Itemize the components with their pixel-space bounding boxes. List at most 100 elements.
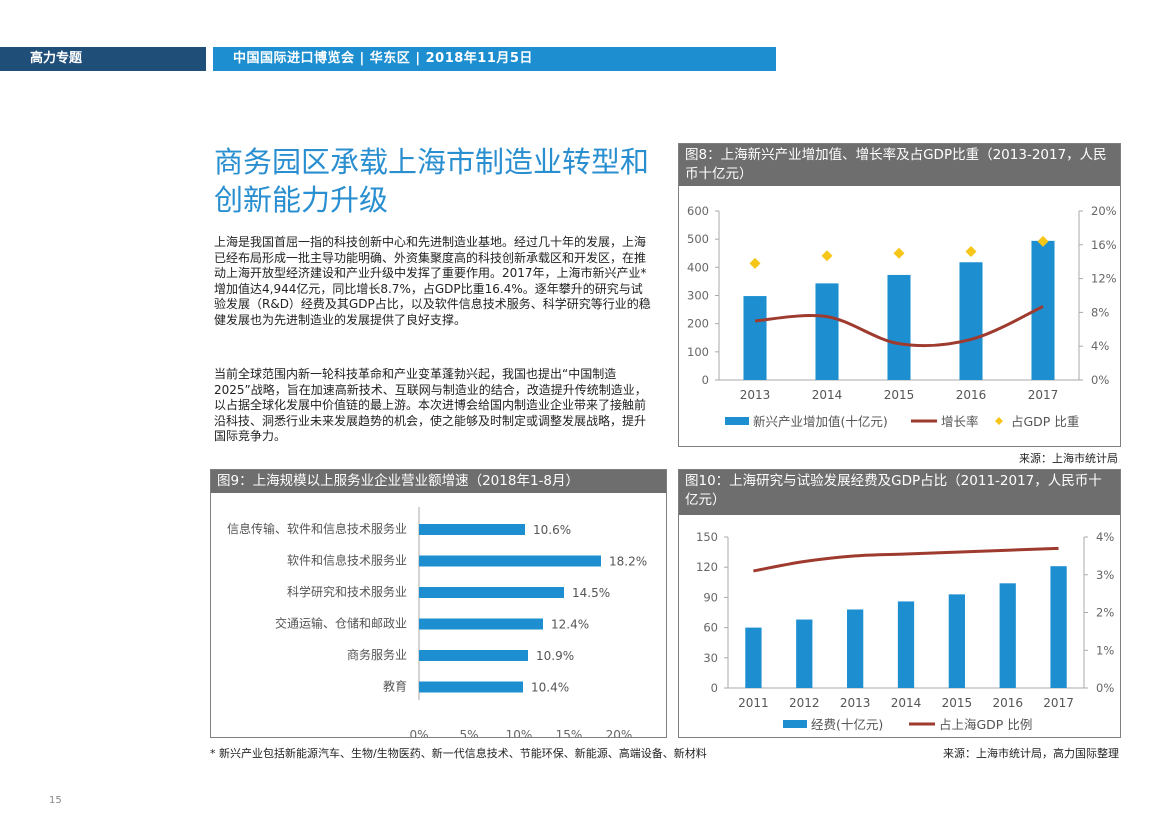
fig8-xtick-label: 2016: [956, 388, 987, 402]
fig9-xtick-label: 0%: [409, 728, 428, 737]
fig10-xtick-label: 2011: [738, 696, 769, 710]
fig9-value-label: 14.5%: [572, 586, 610, 600]
fig8-bar: [887, 274, 911, 380]
fig10-line-series: [753, 546, 1059, 573]
fig9-xtick-label: 15%: [556, 728, 583, 737]
fig9-value-label: 12.4%: [551, 618, 589, 632]
fig8-legend-label: 增长率: [941, 414, 979, 429]
fig9-xtick-label: 10%: [506, 728, 533, 737]
fig10-y2tick-label: 4%: [1096, 530, 1114, 544]
fig8-point: [821, 250, 833, 262]
fig10-bar: [847, 609, 864, 688]
fig8-legend-label: 新兴产业增加值(十亿元): [753, 414, 888, 429]
fig9-chart: 信息传输、软件和信息技术服务业 10.6% 软件和信息技术服务业 18.2% 科学研究和…: [227, 507, 647, 742]
fig8-ytick-label: 500: [687, 232, 709, 246]
fig8-xtick-label: 2017: [1028, 388, 1059, 402]
fig8-point: [893, 247, 905, 259]
fig10-y2tick-label: 1%: [1096, 643, 1114, 657]
fig10-y2tick-label: 2%: [1096, 606, 1114, 620]
fig9-bar: [419, 587, 564, 598]
fig8-legend-label: 占GDP 比重: [1011, 414, 1079, 429]
fig9-category-label: 信息传输、软件和信息技术服务业: [227, 521, 407, 536]
page-number: 15: [49, 795, 62, 806]
fig8-xtick-label: 2013: [740, 388, 771, 402]
fig8-ytick-label: 200: [687, 317, 709, 331]
fig10-bar: [948, 594, 965, 688]
fig10-xtick-label: 2017: [1043, 696, 1074, 710]
fig10-ytick-label: 120: [696, 560, 718, 574]
section-header: 高力专题: [0, 47, 206, 71]
fig8-panel: 图8：上海新兴产业增加值、增长率及占GDP比重（2013-2017，人民币十亿元…: [678, 143, 1121, 447]
fig10-legend-label: 占上海GDP 比例: [939, 717, 1032, 732]
fig8-y2tick-label: 4%: [1091, 339, 1109, 353]
fig8-chart: 0 100 200 300 400 500 600 0% 4% 8% 12% 16% 20% 2013 20…: [687, 204, 1117, 429]
fig8-y2tick-label: 12%: [1091, 272, 1117, 286]
fig9-category-label: 教育: [383, 679, 407, 694]
fig9-bar: [419, 555, 601, 567]
fig8-ytick-label: 300: [687, 289, 709, 303]
fig8-y2tick-label: 16%: [1091, 238, 1117, 252]
fig10-ytick-label: 150: [696, 530, 718, 544]
fig8-point: [965, 246, 977, 258]
fig8-ytick-label: 400: [687, 260, 709, 274]
fig8-point: [749, 257, 761, 269]
page-title: 商务园区承载上海市制造业转型和创新能力升级: [214, 145, 650, 217]
fig8-bar: [1031, 240, 1055, 380]
fig9-category-label: 商务服务业: [347, 647, 407, 662]
paragraph-2: 当前全球范围内新一轮科技革命和产业变革蓬勃兴起，我国也提出“中国制造2025”战…: [214, 367, 647, 443]
fig8-bar: [743, 296, 767, 380]
fig10-ytick-label: 90: [703, 590, 718, 604]
fig9-bar: [419, 618, 543, 630]
fig9-value-label: 10.6%: [533, 523, 571, 537]
fig8-ytick-label: 0: [702, 373, 709, 387]
footnote: * 新兴产业包括新能源汽车、生物/生物医药、新一代信息技术、节能环保、新能源、高…: [210, 747, 707, 760]
fig9-category-label: 交通运输、仓储和邮政业: [275, 616, 407, 631]
event-header: 中国国际进口博览会 | 华东区 | 2018年11月5日: [213, 47, 776, 71]
paragraph-1: 上海是我国首屈一指的科技创新中心和先进制造业基地。经过几十年的发展，上海已经布局…: [214, 235, 651, 327]
fig9-category-label: 软件和信息技术服务业: [287, 553, 407, 568]
fig8-bar: [815, 283, 839, 380]
fig10-bar: [745, 627, 762, 688]
fig8-ytick-label: 600: [687, 204, 709, 218]
fig10-xtick-label: 2013: [840, 696, 871, 710]
fig9-panel: 图9：上海规模以上服务业企业营业额增速（2018年1-8月） 信息传输、软件和信…: [210, 469, 667, 742]
fig8-line-series: [754, 305, 1044, 348]
fig9-bar: [419, 650, 528, 661]
fig8-y2tick-label: 8%: [1091, 305, 1109, 319]
fig10-source: 来源：上海市统计局，高力国际整理: [943, 747, 1119, 760]
fig8-source: 来源：上海市统计局: [1019, 452, 1118, 465]
fig10-panel: 图10：上海研究与试验发展经费及GDP占比（2011-2017，人民币十亿元） …: [678, 469, 1121, 738]
fig9-value-label: 10.9%: [536, 649, 574, 663]
fig10-ytick-label: 0: [711, 681, 718, 695]
fig10-xtick-label: 2012: [789, 696, 820, 710]
fig8-xtick-label: 2015: [884, 388, 915, 402]
fig8-y2tick-label: 20%: [1091, 204, 1117, 218]
fig10-y2tick-label: 3%: [1096, 568, 1114, 582]
fig10-legend-label: 经费(十亿元): [811, 717, 883, 732]
fig10-xtick-label: 2015: [942, 696, 973, 710]
fig10-xtick-label: 2016: [992, 696, 1023, 710]
fig8-bar: [959, 262, 983, 380]
fig8-y2tick-label: 0%: [1091, 373, 1109, 387]
fig10-bar: [999, 583, 1016, 688]
fig10-legend-swatch: [783, 720, 807, 728]
fig8-point: [1037, 235, 1049, 247]
fig9-value-label: 10.4%: [531, 681, 569, 695]
fig10-bar: [1050, 566, 1067, 688]
fig9-category-label: 科学研究和技术服务业: [287, 584, 407, 599]
fig10-chart: 0 30 60 90 120 150 0% 1% 2% 3% 4% 2011 2012 2013 2014 2…: [696, 530, 1114, 732]
fig8-legend-swatch: [725, 417, 749, 425]
fig10-ytick-label: 30: [703, 651, 718, 665]
fig10-bar: [897, 601, 915, 688]
fig9-xtick-label: 20%: [606, 728, 633, 737]
fig9-bar: [419, 681, 523, 693]
fig9-xtick-label: 5%: [459, 728, 478, 737]
fig8-ytick-label: 100: [687, 345, 709, 359]
fig8-title: 图8：上海新兴产业增加值、增长率及占GDP比重（2013-2017，人民币十亿元…: [679, 144, 1120, 186]
fig10-ytick-label: 60: [703, 621, 718, 635]
fig10-bar: [796, 619, 813, 688]
fig8-legend-swatch: [995, 417, 1003, 425]
fig9-value-label: 18.2%: [609, 555, 647, 569]
fig10-title: 图10：上海研究与试验发展经费及GDP占比（2011-2017，人民币十亿元）: [679, 470, 1120, 515]
fig8-xtick-label: 2014: [812, 388, 843, 402]
